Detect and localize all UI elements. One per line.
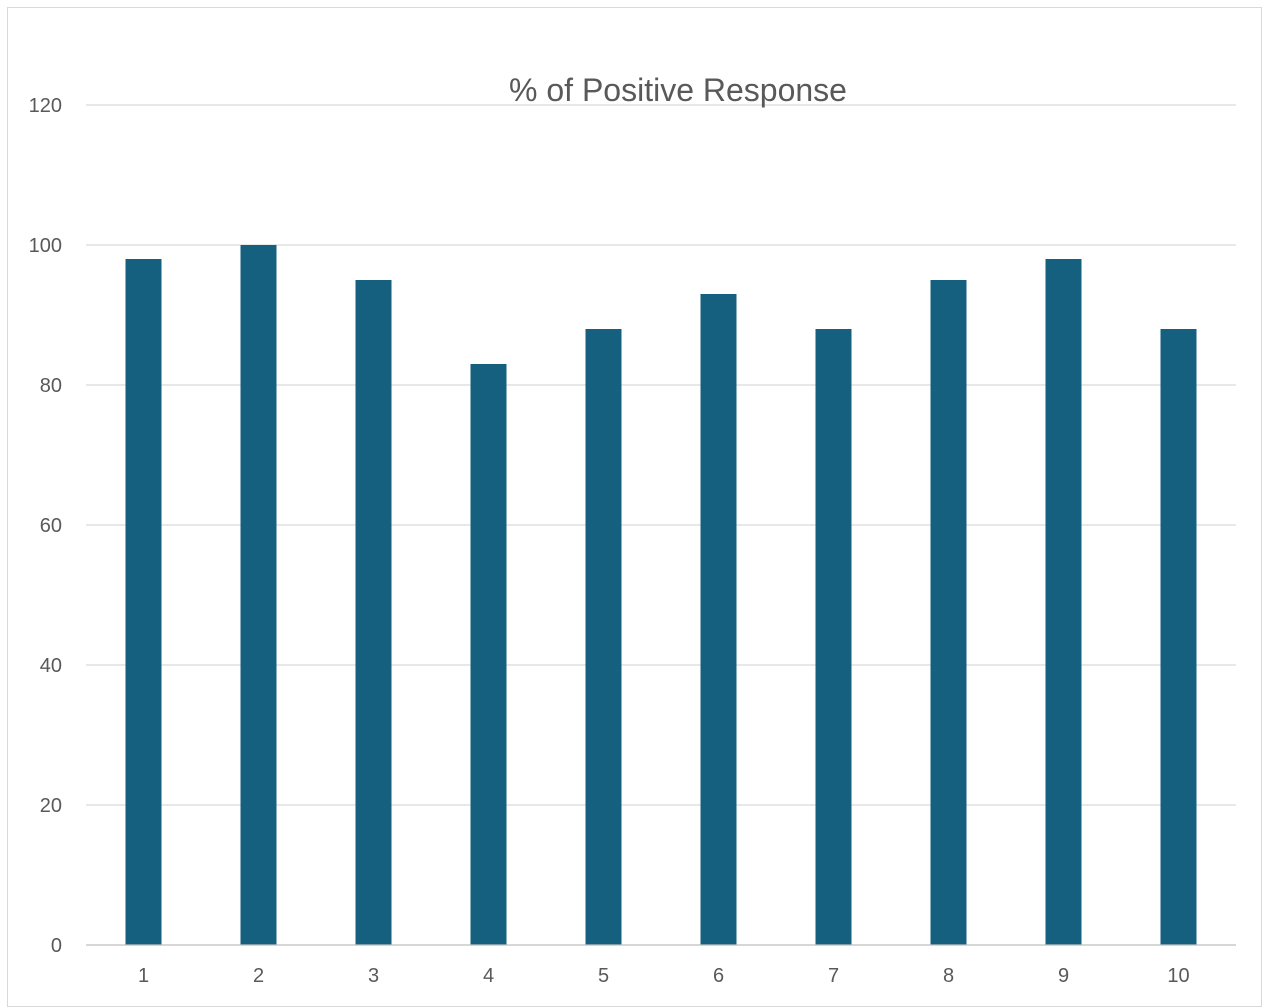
y-tick-labels: 0 20 40 60 80 100 120: [29, 95, 62, 957]
bar-10: [1160, 329, 1197, 945]
bar-2: [240, 245, 277, 945]
x-tick-label: 7: [828, 965, 839, 987]
x-tick-label: 10: [1167, 965, 1189, 987]
bar-3: [355, 280, 392, 945]
bar-5: [585, 329, 622, 945]
y-tick-label: 60: [40, 515, 62, 537]
x-tick-label: 2: [253, 965, 264, 987]
y-tick-label: 100: [29, 235, 62, 257]
bar-7: [815, 329, 852, 945]
y-tick-label: 0: [51, 935, 62, 957]
x-tick-label: 4: [483, 965, 494, 987]
bars: [125, 245, 1197, 945]
x-tick-label: 1: [138, 965, 149, 987]
chart-title: % of Positive Response: [509, 72, 847, 108]
x-tick-label: 8: [943, 965, 954, 987]
x-tick-label: 5: [598, 965, 609, 987]
bar-4: [470, 364, 507, 945]
y-tick-label: 40: [40, 655, 62, 677]
gridlines: [86, 104, 1236, 806]
x-tick-label: 9: [1058, 965, 1069, 987]
x-tick-labels: 1 2 3 4 5 6 7 8 9 10: [138, 965, 1190, 987]
bar-9: [1045, 259, 1082, 945]
bar-8: [930, 280, 967, 945]
bar-1: [125, 259, 162, 945]
y-tick-label: 80: [40, 375, 62, 397]
y-tick-label: 20: [40, 795, 62, 817]
x-tick-label: 3: [368, 965, 379, 987]
y-tick-label: 120: [29, 95, 62, 117]
x-tick-label: 6: [713, 965, 724, 987]
bar-6: [700, 294, 737, 945]
